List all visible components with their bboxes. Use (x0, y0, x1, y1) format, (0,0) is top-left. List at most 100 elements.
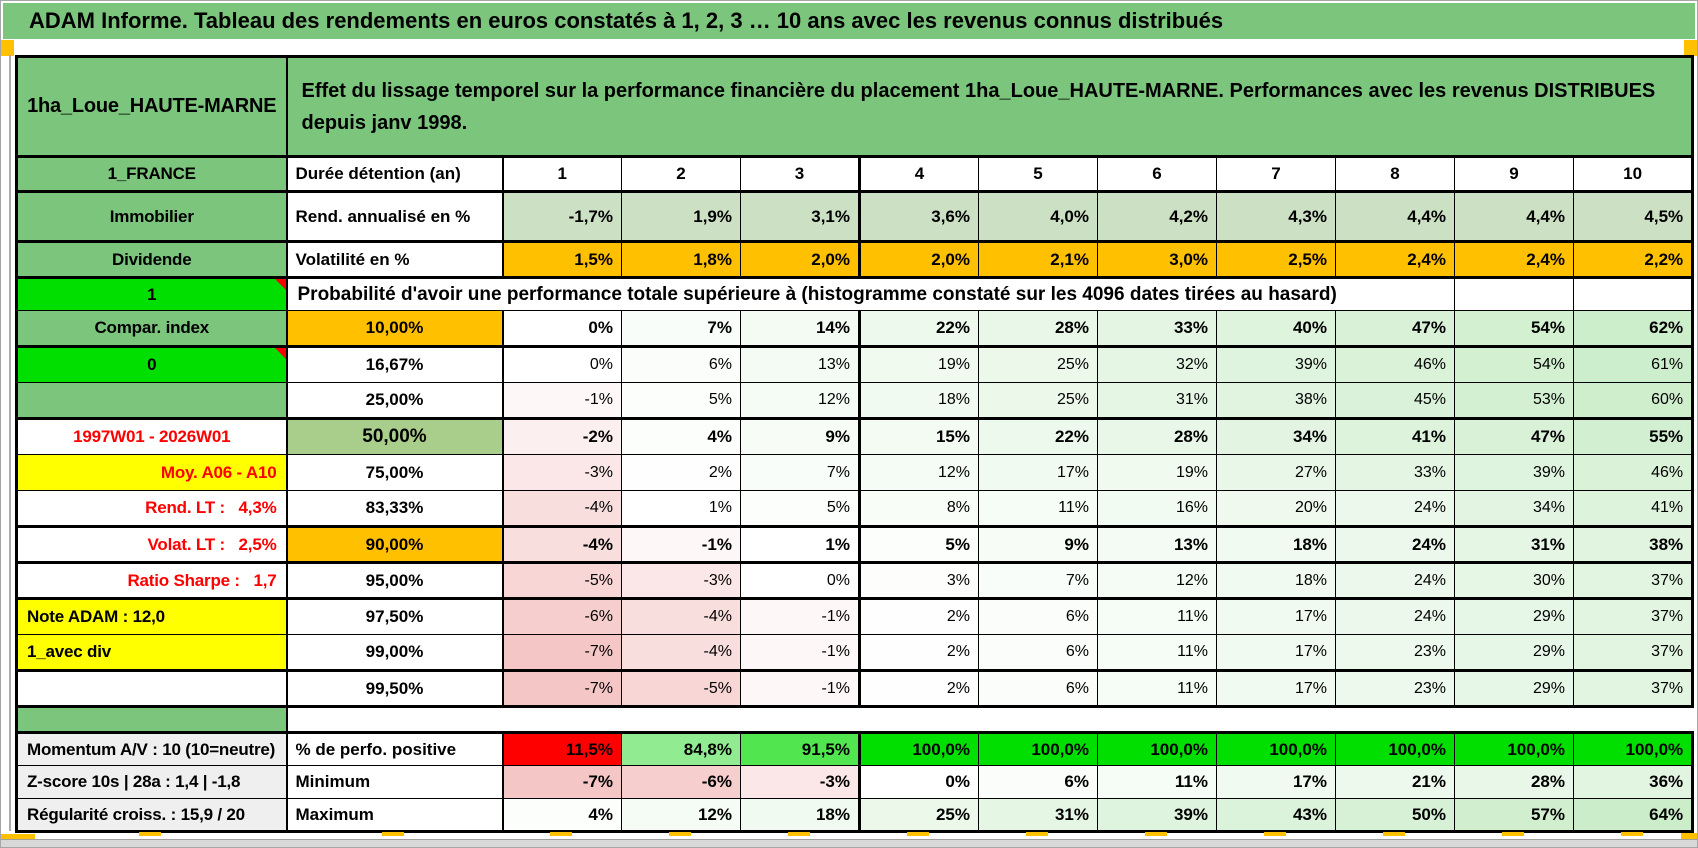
value-cell[interactable]: 37% (1572, 597, 1695, 635)
value-cell[interactable]: 17% (1216, 634, 1336, 671)
p16-67-label-cell[interactable]: 16,67% (286, 345, 503, 383)
value-cell[interactable]: 4,4% (1454, 190, 1574, 242)
value-cell[interactable]: 37% (1572, 669, 1695, 708)
p95-left-cell[interactable]: Ratio Sharpe : 1,7 (15, 561, 288, 599)
value-cell[interactable]: 41% (1335, 417, 1455, 455)
value-cell[interactable]: -4% (621, 597, 741, 635)
value-cell[interactable]: 29% (1454, 669, 1574, 708)
value-cell[interactable]: -1% (501, 382, 622, 419)
value-cell[interactable]: 31% (1454, 525, 1574, 563)
minimum-label-cell[interactable]: Minimum (286, 765, 503, 799)
value-cell[interactable]: 3,1% (740, 190, 860, 242)
maximum-label-cell[interactable]: Maximum (286, 798, 503, 833)
value-cell[interactable]: -1% (740, 597, 860, 635)
value-cell[interactable]: 21% (1335, 765, 1455, 799)
value-cell[interactable]: 100,0% (1335, 731, 1455, 766)
value-cell[interactable]: 13% (1097, 525, 1217, 563)
value-cell[interactable]: 3% (858, 561, 979, 599)
value-cell[interactable]: 2,2% (1572, 240, 1695, 278)
value-cell[interactable]: 24% (1335, 561, 1455, 599)
value-cell[interactable]: 4% (621, 417, 741, 455)
value-cell[interactable]: 34% (1216, 417, 1336, 455)
year-column-header[interactable]: 1 (501, 155, 622, 192)
value-cell[interactable]: 38% (1572, 525, 1695, 563)
p97-50-label-cell[interactable]: 97,50% (286, 597, 503, 635)
value-cell[interactable]: 19% (858, 345, 979, 383)
flag-cell[interactable]: 1 (15, 276, 288, 311)
p50-label-cell[interactable]: 50,00% (286, 417, 503, 455)
p90-left-cell[interactable]: Volat. LT : 2,5% (15, 525, 288, 563)
value-cell[interactable]: 11% (978, 490, 1098, 527)
year-column-header[interactable]: 7 (1216, 155, 1336, 192)
perfo-positive-left-cell[interactable]: Momentum A/V : 10 (10=neutre) (15, 731, 288, 766)
value-cell[interactable]: 14% (740, 310, 860, 347)
value-cell[interactable]: 32% (1097, 345, 1217, 383)
value-cell[interactable]: 60% (1572, 382, 1695, 419)
value-cell[interactable]: -7% (501, 765, 622, 799)
value-cell[interactable]: 3,6% (858, 190, 979, 242)
value-cell[interactable]: 54% (1454, 310, 1574, 347)
probability-caption-cell[interactable]: Probabilité d'avoir une performance tota… (286, 276, 1455, 311)
value-cell[interactable]: 2% (858, 597, 979, 635)
value-cell[interactable]: 3,0% (1097, 240, 1217, 278)
value-cell[interactable]: 6% (978, 669, 1098, 708)
p99-left-cell[interactable]: 1_avec div (15, 634, 288, 671)
value-cell[interactable]: 29% (1454, 634, 1574, 671)
value-cell[interactable]: 100,0% (1454, 731, 1574, 766)
p83-33-left-cell[interactable]: Rend. LT : 4,3% (15, 490, 288, 527)
p50-left-cell[interactable]: 1997W01 - 2026W01 (15, 417, 288, 455)
value-cell[interactable]: 57% (1454, 798, 1574, 833)
value-cell[interactable]: 34% (1454, 490, 1574, 527)
value-cell[interactable]: 20% (1216, 490, 1336, 527)
value-cell[interactable]: 2% (858, 669, 979, 708)
value-cell[interactable]: 17% (978, 454, 1098, 491)
dividende-label-cell[interactable]: Volatilité en % (286, 240, 503, 278)
value-cell[interactable]: 53% (1454, 382, 1574, 419)
p75-label-cell[interactable]: 75,00% (286, 454, 503, 491)
value-cell[interactable]: 9% (978, 525, 1098, 563)
value-cell[interactable]: 64% (1572, 798, 1695, 833)
value-cell[interactable]: 47% (1454, 417, 1574, 455)
p97-50-left-cell[interactable]: Note ADAM : 12,0 (15, 597, 288, 635)
year-column-header[interactable]: 9 (1454, 155, 1574, 192)
value-cell[interactable]: 25% (858, 798, 979, 833)
value-cell[interactable]: 11% (1097, 669, 1217, 708)
value-cell[interactable]: 25% (978, 382, 1098, 419)
value-cell[interactable]: 0% (858, 765, 979, 799)
value-cell[interactable]: 13% (740, 345, 860, 383)
value-cell[interactable]: 4,3% (1216, 190, 1336, 242)
value-cell[interactable]: 1% (740, 525, 860, 563)
p25-left-cell[interactable] (15, 382, 288, 419)
p10-left-cell[interactable]: Compar. index (15, 310, 288, 347)
value-cell[interactable]: 27% (1216, 454, 1336, 491)
value-cell[interactable]: 33% (1335, 454, 1455, 491)
p25-label-cell[interactable]: 25,00% (286, 382, 503, 419)
value-cell[interactable]: 17% (1216, 597, 1336, 635)
value-cell[interactable]: 15% (858, 417, 979, 455)
value-cell[interactable]: -5% (621, 669, 741, 708)
value-cell[interactable]: 0% (501, 345, 622, 383)
value-cell[interactable]: 1% (621, 490, 741, 527)
value-cell[interactable]: 29% (1454, 597, 1574, 635)
value-cell[interactable]: 100,0% (1097, 731, 1217, 766)
value-cell[interactable]: 47% (1335, 310, 1455, 347)
value-cell[interactable]: 37% (1572, 634, 1695, 671)
value-cell[interactable]: 16% (1097, 490, 1217, 527)
value-cell[interactable]: 6% (621, 345, 741, 383)
value-cell[interactable]: 19% (1097, 454, 1217, 491)
value-cell[interactable]: 5% (858, 525, 979, 563)
year-column-header[interactable]: 6 (1097, 155, 1217, 192)
value-cell[interactable]: 18% (858, 382, 979, 419)
p16-67-left-cell[interactable]: 0 (15, 345, 288, 383)
value-cell[interactable]: 1,9% (621, 190, 741, 242)
value-cell[interactable]: 12% (740, 382, 860, 419)
value-cell[interactable]: 46% (1572, 454, 1695, 491)
value-cell[interactable]: 11% (1097, 765, 1217, 799)
value-cell[interactable]: 28% (1454, 765, 1574, 799)
p99-50-left-cell[interactable] (15, 669, 288, 708)
value-cell[interactable]: 7% (740, 454, 860, 491)
immobilier-left-cell[interactable]: Immobilier (15, 190, 288, 242)
value-cell[interactable]: 31% (1097, 382, 1217, 419)
p95-label-cell[interactable]: 95,00% (286, 561, 503, 599)
value-cell[interactable]: 38% (1216, 382, 1336, 419)
